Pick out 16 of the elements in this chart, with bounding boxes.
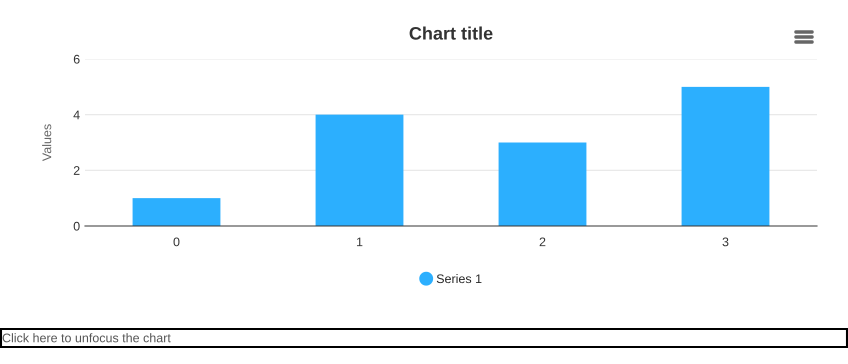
bar — [316, 114, 404, 226]
bar — [498, 142, 586, 226]
bar — [682, 86, 770, 226]
y-tick-label: 4 — [73, 110, 80, 120]
legend-label: Series 1 — [436, 274, 482, 284]
x-tick-label: 3 — [722, 237, 728, 246]
y-tick-label: 6 — [74, 54, 80, 64]
bar — [132, 198, 220, 226]
text: Click here to unfocus the chart — [2, 333, 171, 342]
x-tick-label: 1 — [356, 238, 362, 246]
chart-title: Chart title — [410, 26, 493, 40]
y-axis-title: Values — [42, 124, 52, 162]
y-tick-label: 0 — [74, 222, 80, 231]
x-tick-label: 0 — [174, 237, 180, 246]
y-tick-label: 2 — [74, 166, 80, 175]
x-tick-label: 2 — [540, 237, 546, 246]
